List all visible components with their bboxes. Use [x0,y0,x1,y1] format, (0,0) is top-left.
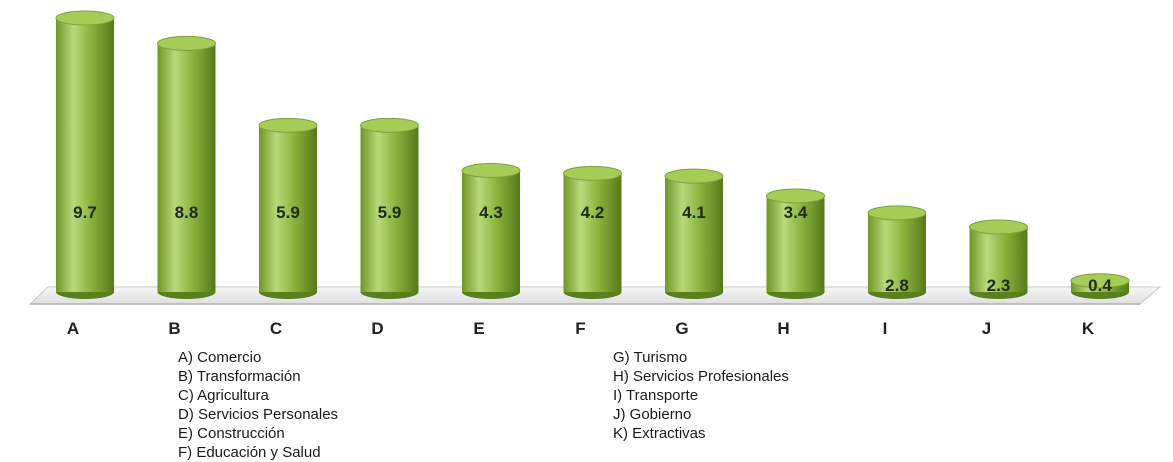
bar-body [360,125,419,292]
bar-body [766,195,825,292]
bar [1070,273,1130,299]
data-label: 2.3 [987,276,1011,295]
bar-body [969,227,1028,292]
x-tick-label: F [575,319,585,338]
legend-item: B) Transformación [178,368,301,385]
bar [766,188,825,299]
legend-left: A) Comercio B) Transformación C) Agricul… [178,348,338,462]
bar [664,168,724,299]
legend-item: D) Servicios Personales [178,406,339,423]
data-label: 9.7 [73,203,97,222]
x-tick-label: G [675,319,688,338]
data-label: 8.8 [175,203,199,222]
bar-body [665,176,723,292]
bar-top [664,168,724,184]
x-tick-label: A [67,319,79,338]
bar [563,165,622,299]
bar [55,10,115,299]
bar [258,117,318,299]
data-label: 2.8 [885,276,909,295]
bar [461,163,521,299]
bar-body [868,212,926,292]
legend-item: I) Transporte [613,387,699,404]
x-tick-label: H [777,319,789,338]
bar-top [969,219,1028,235]
legend-item: F) Educación y Salud [178,444,321,461]
bar-top [157,35,216,51]
bar-top [563,165,622,181]
x-tick-label: C [270,319,282,338]
data-label: 3.4 [784,203,808,222]
bar [867,205,927,299]
data-label: 5.9 [276,203,300,222]
bar-top [1070,273,1130,289]
data-label: 4.3 [479,203,503,222]
bar [157,35,216,299]
x-tick-label: K [1082,319,1095,338]
legend-item: H) Servicios Profesionales [613,368,789,385]
legend-item: K) Extractivas [613,425,706,442]
x-tick-label: J [982,319,991,338]
bar [360,117,419,299]
x-tick-label: E [473,319,484,338]
data-label: 0.4 [1088,276,1112,295]
legend-item: G) Turismo [613,349,688,366]
legend-item: A) Comercio [178,349,262,366]
data-label: 4.2 [581,203,605,222]
bar-body [56,18,114,292]
bar-top [867,205,927,221]
bar-body [563,173,622,292]
data-label: 5.9 [378,203,402,222]
legend-item: C) Agricultura [178,387,269,404]
bar-body [259,125,317,292]
legend-item: E) Construcción [178,425,285,442]
bar-top [461,163,521,179]
bar-top [360,117,419,133]
x-tick-label: D [371,319,383,338]
bar-body [462,170,520,292]
x-tick-label: B [168,319,180,338]
bar-top [766,188,825,204]
data-label: 4.1 [682,203,706,222]
bar-body [157,43,216,292]
legend-right: G) Turismo H) Servicios Profesionales I)… [613,348,789,443]
bar [969,219,1028,299]
bar-top [55,10,115,26]
x-tick-label: I [883,319,888,338]
bar-top [258,117,318,133]
legend-item: J) Gobierno [613,406,692,423]
